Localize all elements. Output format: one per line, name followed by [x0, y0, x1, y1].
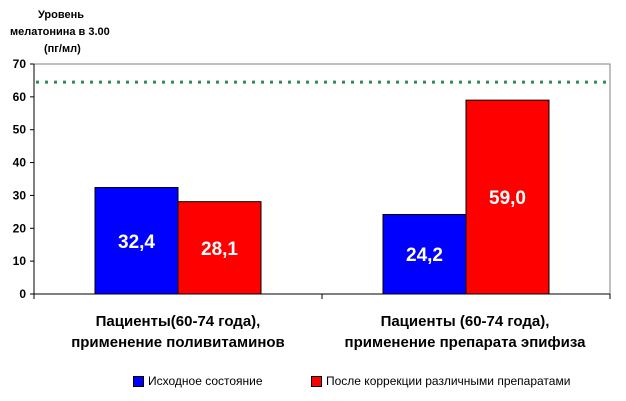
- data-label-1-cat-2: 24,2: [406, 245, 443, 266]
- y-tick-label: 50: [13, 123, 27, 137]
- data-label-1-cat-1: 32,4: [118, 232, 155, 253]
- bar-1-cat-1: [94, 187, 179, 295]
- data-label-2-cat-1: 28,1: [201, 239, 238, 260]
- category-label-1-line-1: Пациенты(60-74 года),: [95, 313, 261, 330]
- category-label-1: Пациенты(60-74 года), применение поливит…: [33, 311, 323, 353]
- y-axis-title-line-3: (пг/мл): [44, 43, 81, 55]
- y-tick-label: 10: [13, 254, 27, 268]
- y-tick-label: 70: [13, 57, 27, 71]
- category-label-2-line-2: применение препарата эпифиза: [344, 334, 586, 351]
- legend-item-series-2: После коррекции различными препаратами: [311, 374, 570, 388]
- legend-item-series-1: Исходное состояние: [133, 374, 263, 388]
- legend-swatch-series-1: [133, 375, 144, 387]
- category-label-2-line-1: Пациенты (60-74 года),: [380, 313, 550, 330]
- legend-label-series-2: После коррекции различными препаратами: [326, 374, 571, 388]
- y-tick-label: 0: [19, 287, 26, 301]
- y-tick-label: 60: [13, 90, 27, 104]
- bar-2-cat-1: [177, 201, 262, 295]
- legend-swatch-series-2: [311, 375, 322, 387]
- data-label-2-cat-2: 59,0: [489, 188, 526, 209]
- y-axis-title-line-1: Уровень: [38, 9, 85, 21]
- bar-2-cat-2: [465, 99, 550, 295]
- category-label-2: Пациенты (60-74 года), применение препар…: [320, 311, 610, 353]
- legend-label-series-1: Исходное состояние: [148, 374, 263, 388]
- y-tick-label: 30: [13, 188, 27, 202]
- y-tick-label: 40: [13, 156, 27, 170]
- y-tick-label: 20: [13, 221, 27, 235]
- y-axis-title-line-2: мелатонина в 3.00: [10, 26, 110, 38]
- category-label-1-line-2: применение поливитаминов: [71, 334, 285, 351]
